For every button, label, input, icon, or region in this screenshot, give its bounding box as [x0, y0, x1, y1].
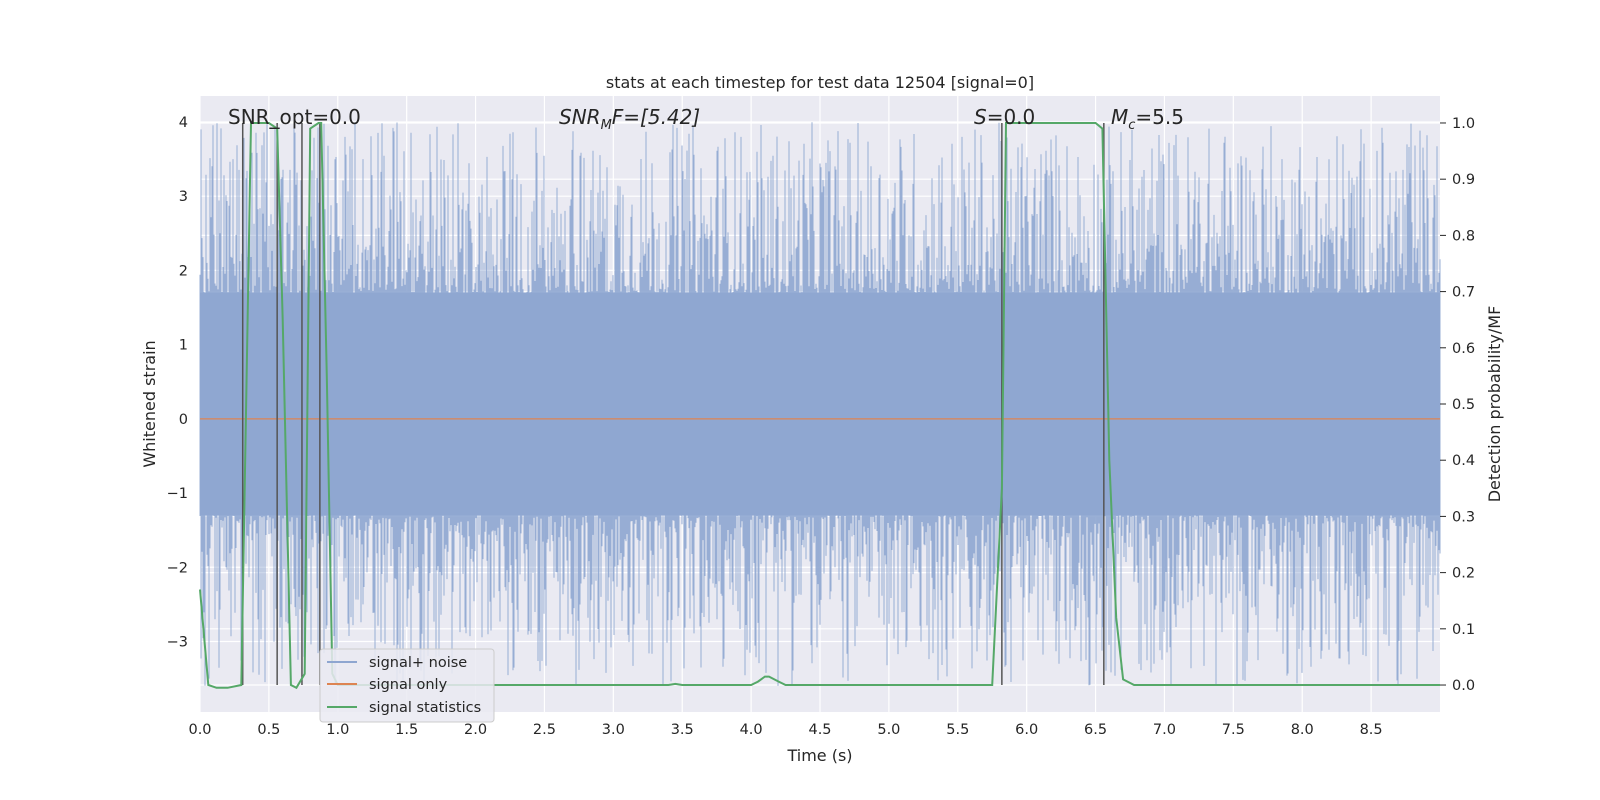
annotation-snr-mf: SNRMF=[5.42] [559, 105, 700, 133]
legend: signal+ noise signal only signal statist… [319, 648, 495, 723]
x-tick-label: 6.5 [1084, 722, 1107, 738]
y-tick-label: 0 [179, 412, 188, 428]
noise-series [199, 122, 1441, 686]
x-tick-label: 5.5 [946, 722, 969, 738]
snr-mf-value: F=[5.42] [612, 105, 700, 129]
s-value: =0.0 [987, 105, 1036, 129]
x-tick-label: 1.0 [326, 722, 349, 738]
x-tick-label: 8.5 [1360, 722, 1383, 738]
statistics-series [199, 122, 1440, 690]
x-ticks: 0.0 0.5 1.0 1.5 2.0 2.5 3.0 3.5 4.0 4.5 5.0 5.5 6.0 6… [188, 722, 1382, 738]
y-tick-label-right: 0.7 [1452, 285, 1475, 301]
x-tick-label: 1.5 [395, 722, 418, 738]
x-tick-label: 8.0 [1291, 722, 1314, 738]
snr-mf-subscript: M [601, 118, 612, 133]
annotation-snr-opt: SNR_opt=0.0 [228, 105, 361, 129]
statistics-line [199, 122, 1440, 690]
y-tick-label-right: 0.1 [1452, 622, 1475, 638]
snr-mf-symbol: SNR [559, 105, 601, 129]
y-axis-label-right: Detection probability/MF [1485, 306, 1504, 503]
chart-title: stats at each timestep for test data 125… [606, 73, 1034, 92]
x-tick-label: 4.0 [740, 722, 763, 738]
y-tick-label: 2 [179, 263, 188, 279]
x-tick-label: 3.0 [602, 722, 625, 738]
y-tick-label-right: 0.2 [1452, 566, 1475, 582]
legend-box [319, 648, 495, 723]
y-tick-label-right: 0.6 [1452, 341, 1475, 357]
annotation-mc: Mc=5.5 [1111, 105, 1184, 133]
y-tick-label-right: 0.3 [1452, 509, 1475, 525]
x-tick-label: 3.5 [671, 722, 694, 738]
y-tick-label-right: 0.5 [1452, 397, 1475, 413]
mc-value: =5.5 [1135, 105, 1184, 129]
x-tick-label: 7.5 [1222, 722, 1245, 738]
y-tick-label: −1 [167, 486, 188, 502]
x-tick-label: 0.5 [257, 722, 280, 738]
y-tick-label: 1 [179, 338, 188, 354]
y-tick-label-right: 1.0 [1452, 116, 1475, 132]
y-tick-label: −2 [167, 560, 188, 576]
y-tick-label-right: 0.4 [1452, 453, 1475, 469]
y-tick-label: −3 [167, 634, 188, 650]
x-tick-label: 0.0 [188, 722, 211, 738]
noise-trace [199, 122, 1441, 686]
x-axis-label: Time (s) [786, 746, 852, 765]
x-tick-label: 6.0 [1015, 722, 1038, 738]
y-ticks-right: 1.0 0.9 0.8 0.7 0.6 0.5 0.4 0.3 0.2 0.1 0.0 [1440, 116, 1475, 694]
y-axis-label: Whitened strain [140, 340, 159, 467]
x-tick-label: 5.0 [877, 722, 900, 738]
y-tick-label: 3 [179, 189, 188, 205]
x-tick-label: 7.0 [1153, 722, 1176, 738]
y-tick-label-right: 0.0 [1452, 678, 1475, 694]
y-tick-label-right: 0.8 [1452, 228, 1475, 244]
annotation-s: S=0.0 [974, 105, 1035, 129]
legend-label-noise: signal+ noise [369, 655, 467, 671]
x-tick-label: 4.5 [808, 722, 831, 738]
legend-label-statistics: signal statistics [369, 700, 481, 716]
x-tick-label: 2.0 [464, 722, 487, 738]
y-tick-label: 4 [179, 115, 188, 131]
y-ticks-left: 4 3 2 1 0 −1 −2 −3 [167, 115, 188, 651]
legend-label-signal-only: signal only [369, 677, 448, 693]
s-symbol: S [974, 105, 987, 129]
mc-subscript: c [1128, 118, 1135, 133]
mc-symbol: M [1111, 105, 1128, 129]
x-tick-label: 2.5 [533, 722, 556, 738]
y-tick-label-right: 0.9 [1452, 172, 1475, 188]
